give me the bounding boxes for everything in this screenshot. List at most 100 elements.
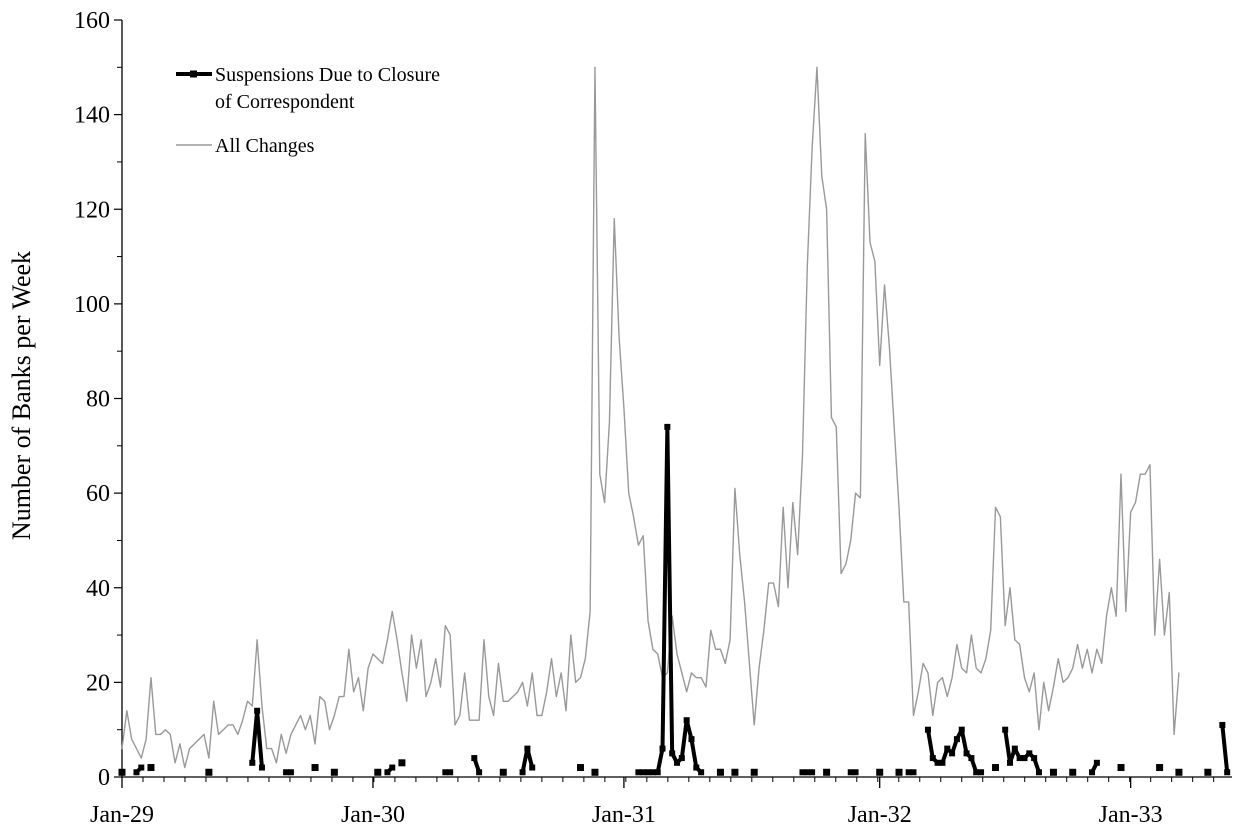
data-point [384,769,391,776]
data-point [640,769,647,776]
series-all-changes [121,66,1180,769]
data-point [847,769,854,776]
data-point [688,736,695,743]
data-point [374,768,382,776]
data-point [1204,768,1212,776]
legend: Suspensions Due to Closure of Correspond… [176,64,440,157]
data-point [1219,721,1226,728]
data-point [1035,769,1042,776]
data-point [249,759,256,766]
data-point [1175,768,1183,776]
data-point [635,769,642,776]
data-point [944,745,951,752]
data-point [924,726,931,733]
data-point [1093,759,1100,766]
data-point [311,764,319,772]
y-tick-label: 140 [74,103,110,129]
data-point [992,764,1000,772]
data-point [809,769,816,776]
data-point [659,745,666,752]
data-point [1117,764,1125,772]
data-point [287,769,294,776]
data-point [852,769,859,776]
data-point [1016,755,1023,762]
data-point [471,755,478,762]
y-tick-label: 0 [98,765,110,791]
y-tick-label: 20 [86,670,110,696]
data-point [442,769,449,776]
data-point [799,769,806,776]
data-point [939,759,946,766]
data-point [669,750,676,757]
data-point [645,769,652,776]
data-point [693,764,700,771]
x-tick-label: Jan-30 [341,802,405,828]
axes [121,20,1232,778]
data-point [1224,769,1231,776]
legend-label-all-changes: All Changes [215,135,315,157]
x-tick-label: Jan-31 [592,802,656,828]
x-tick-label: Jan-29 [90,802,154,828]
legend-marker-suspensions [190,70,197,78]
x-ticks: Jan-29 Jan-30 Jan-31 Jan-32 Jan-33 [90,777,1215,828]
data-point [1156,764,1164,772]
data-point [716,768,724,776]
data-point [929,755,936,762]
series-line-segment [250,708,265,770]
data-point [674,759,680,766]
data-point [389,764,396,771]
series-suspensions [118,423,1231,776]
data-point [283,769,290,776]
y-axis-label: Number of Banks per Week [7,251,36,540]
data-point [958,726,965,733]
data-point [254,707,261,714]
y-ticks: 0 20 40 60 80 100 120 140 160 [74,8,122,791]
data-point [447,769,454,776]
data-point [330,768,338,776]
data-point [529,764,536,771]
series-line-segment [1002,727,1042,775]
data-point [654,769,661,776]
series-layer [118,66,1231,776]
y-tick-label: 100 [74,292,110,318]
data-point [823,768,831,776]
data-point [978,769,985,776]
data-point [683,717,690,724]
data-point [1069,768,1077,776]
data-point [934,759,941,766]
data-point [949,750,956,757]
x-tick-label: Jan-33 [1099,802,1163,828]
data-point [750,768,758,776]
data-point [876,768,884,776]
data-point [1026,750,1033,757]
data-point [963,750,970,757]
data-point [1007,759,1013,766]
data-point [118,768,126,776]
data-point [910,769,917,776]
data-point [804,769,811,776]
data-point [147,764,155,772]
data-point [678,755,685,762]
data-point [1021,755,1028,762]
data-point [698,769,705,776]
y-tick-label: 60 [86,481,110,507]
data-point [895,768,903,776]
data-point [1031,755,1038,762]
data-point [205,768,213,776]
y-tick-label: 80 [86,387,110,413]
data-point [576,764,584,772]
data-point [1089,769,1096,776]
data-point [398,759,406,767]
data-point [519,769,526,776]
y-tick-label: 160 [74,8,110,34]
data-point [591,768,599,776]
data-point [953,736,960,743]
data-point [524,745,531,752]
data-point [731,768,739,776]
series-line-segment [121,66,1180,769]
series-line-segment [1220,722,1230,775]
data-point [968,755,975,762]
series-line-segment [636,424,704,776]
data-point [138,764,145,771]
